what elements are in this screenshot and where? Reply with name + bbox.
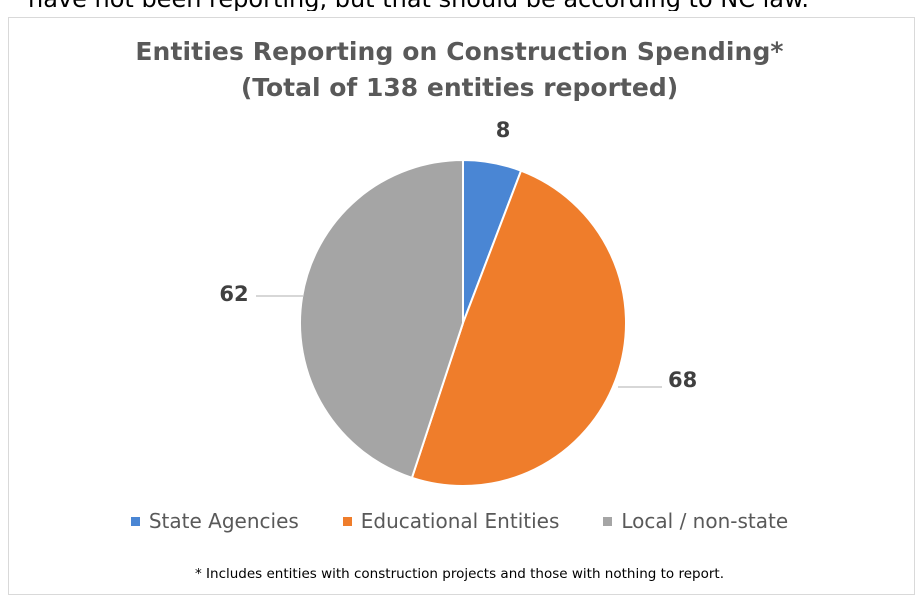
legend-item-educational-entities: Educational Entities: [342, 509, 560, 533]
chart-subtitle: (Total of 138 entities reported): [240, 73, 679, 102]
chart-footnote: * Includes entities with construction pr…: [194, 566, 724, 582]
legend-label-local-non-state: Local / non-state: [621, 509, 789, 533]
data-label-educational-entities: 68: [668, 368, 697, 392]
data-labels: 8 68 62: [219, 118, 697, 392]
pie-slice-local-non-state: [299, 158, 464, 480]
data-label-state-agencies: 8: [496, 118, 511, 142]
chart-title: Entities Reporting on Construction Spend…: [135, 37, 784, 66]
cropped-body-text: have not been reporting, but that should…: [28, 0, 908, 11]
legend-swatch-local-non-state: [603, 516, 613, 526]
leader-lines: [256, 295, 662, 388]
legend-swatch-state-agencies: [130, 516, 140, 526]
legend: State Agencies Educational Entities Loca…: [0, 509, 919, 533]
pie-slices: [299, 158, 627, 487]
legend-item-local-non-state: Local / non-state: [603, 509, 788, 533]
legend-label-educational-entities: Educational Entities: [360, 509, 560, 533]
legend-item-state-agencies: State Agencies: [130, 509, 299, 533]
data-label-local-non-state: 62: [219, 282, 248, 306]
legend-swatch-educational-entities: [342, 516, 352, 526]
legend-label-state-agencies: State Agencies: [148, 509, 299, 533]
pie-slice-educational-entities: [410, 169, 627, 487]
